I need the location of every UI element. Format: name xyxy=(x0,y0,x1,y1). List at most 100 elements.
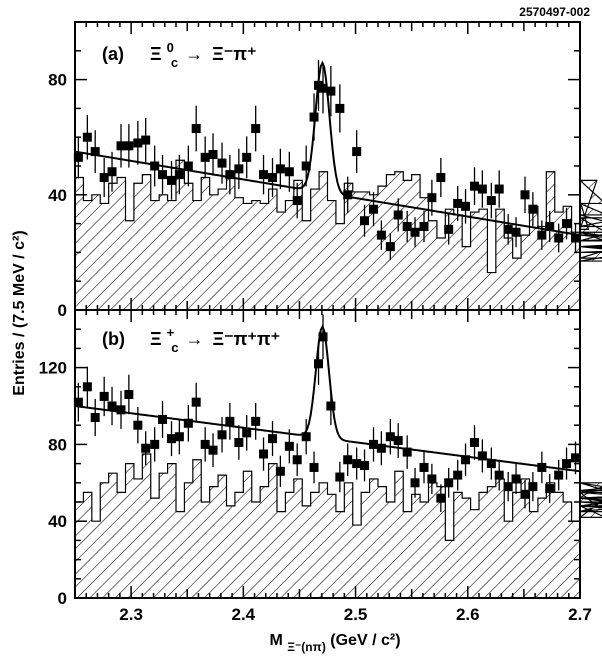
panel-a-marker xyxy=(486,196,496,206)
panel-b-ytick-label: 0 xyxy=(58,589,67,608)
panel-b-point xyxy=(107,386,117,426)
x-axis-unit: (GeV / c²) xyxy=(330,632,400,649)
panel-a-marker xyxy=(158,170,168,180)
panel-b-point xyxy=(537,451,547,484)
panel-b-marker xyxy=(314,359,324,369)
panel-a-point xyxy=(343,176,353,214)
panel-b-marker xyxy=(234,437,244,447)
panel-a-point xyxy=(309,93,319,141)
panel-a-point xyxy=(90,130,100,173)
panel-b-point xyxy=(419,451,429,484)
panel-b-point xyxy=(528,472,538,502)
panel-b-marker xyxy=(268,434,278,444)
panel-b-point xyxy=(503,472,513,502)
panel-a-marker xyxy=(268,173,278,183)
panel-a-marker xyxy=(326,86,336,96)
panel-b-marker xyxy=(385,432,395,442)
panel-a-marker xyxy=(141,135,151,145)
panel-b-marker xyxy=(73,397,83,407)
panel-b-marker xyxy=(427,474,437,484)
panel-b-marker xyxy=(99,391,109,401)
panel-a-point xyxy=(503,214,513,245)
panel-a-point xyxy=(427,179,437,216)
panel-b: 0 40 80 120 2.3 2.4 2.5 2.6 2.7 (b) Ξ + c → Ξ⁻π⁺… xyxy=(39,309,602,624)
panel-b-arrow: → xyxy=(185,329,203,349)
figure-id: 2570497-002 xyxy=(519,5,590,19)
panel-a-hist-area xyxy=(74,159,602,311)
panel-a-point xyxy=(511,217,521,248)
panel-b-marker xyxy=(343,455,353,465)
panel-b-reaction: Ξ + c → Ξ⁻π⁺π⁺ xyxy=(150,321,280,356)
panel-a-marker xyxy=(107,167,117,177)
panel-b-point xyxy=(183,404,193,442)
panel-b-point xyxy=(259,437,269,471)
panel-b-point xyxy=(545,474,555,504)
panel-b-point xyxy=(477,439,487,473)
panel-a-marker xyxy=(167,175,177,185)
panel-b-marker xyxy=(90,413,100,423)
panel-b-point xyxy=(124,374,134,415)
panel-b-point xyxy=(275,455,285,487)
panel-b-marker xyxy=(520,489,530,499)
panel-a-marker xyxy=(99,173,109,183)
panel-a-marker xyxy=(318,83,328,93)
panel-a-point xyxy=(251,105,261,152)
panel-a-marker xyxy=(419,221,429,231)
panel-a-point xyxy=(326,66,336,117)
panel-a-point xyxy=(352,130,362,173)
panel-a-point xyxy=(301,145,311,187)
panel-a-marker xyxy=(528,204,538,214)
panel-a-marker xyxy=(335,103,345,113)
panel-b-marker xyxy=(537,462,547,472)
panel-a-sup: 0 xyxy=(167,40,174,55)
panel-a-marker xyxy=(234,164,244,174)
panel-b-point xyxy=(343,443,353,477)
panel-a-point xyxy=(242,136,252,179)
panel-b-point xyxy=(352,447,362,480)
panel-a-marker xyxy=(477,184,487,194)
panel-a-point xyxy=(376,220,386,250)
panel-a-marker xyxy=(124,141,134,151)
panel-a-point xyxy=(393,198,403,232)
panel-a-marker xyxy=(150,161,160,171)
panel-a-marker xyxy=(562,219,572,229)
panel-a-point xyxy=(419,210,429,242)
panel-a-point xyxy=(385,233,395,261)
panel-b-data-points xyxy=(73,314,581,513)
panel-a-marker xyxy=(343,190,353,200)
panel-a-point xyxy=(494,170,504,208)
panel-a-ytick-label: 40 xyxy=(48,186,67,205)
panel-b-point xyxy=(217,417,227,453)
panel-a-marker xyxy=(503,224,513,234)
panel-a-point xyxy=(158,154,168,195)
panel-b-marker xyxy=(259,449,269,459)
panel-a-point xyxy=(410,217,420,248)
panel-b-point xyxy=(174,419,184,455)
panel-b-ytick-label: 80 xyxy=(48,435,67,454)
panel-b-marker xyxy=(402,447,412,457)
panel-b-marker xyxy=(141,443,151,453)
panel-a-marker xyxy=(470,181,480,191)
panel-b-marker xyxy=(208,445,218,455)
panel-b-point xyxy=(444,467,454,498)
panel-a-point xyxy=(537,220,547,250)
panel-b-point xyxy=(133,406,143,444)
panel-a-point xyxy=(545,210,555,242)
panel-b-point xyxy=(326,386,336,426)
x-tick-label: 2.7 xyxy=(568,605,592,624)
panel-a-marker xyxy=(242,152,252,162)
panel-a-marker xyxy=(352,147,362,157)
panel-b-marker xyxy=(545,484,555,494)
panel-a-point xyxy=(318,62,328,114)
panel-b-point xyxy=(141,431,151,466)
panel-b-marker xyxy=(242,428,252,438)
panel-a-point xyxy=(335,84,345,133)
panel-a-point xyxy=(436,157,446,198)
panel-a-marker xyxy=(537,230,547,240)
panel-b-point xyxy=(511,463,521,495)
panel-b-marker xyxy=(284,441,294,451)
panel-a-marker xyxy=(410,227,420,237)
x-tick-label: 2.3 xyxy=(119,605,143,624)
panel-b-label: (b) xyxy=(102,329,125,349)
panel-b-point xyxy=(225,402,235,440)
